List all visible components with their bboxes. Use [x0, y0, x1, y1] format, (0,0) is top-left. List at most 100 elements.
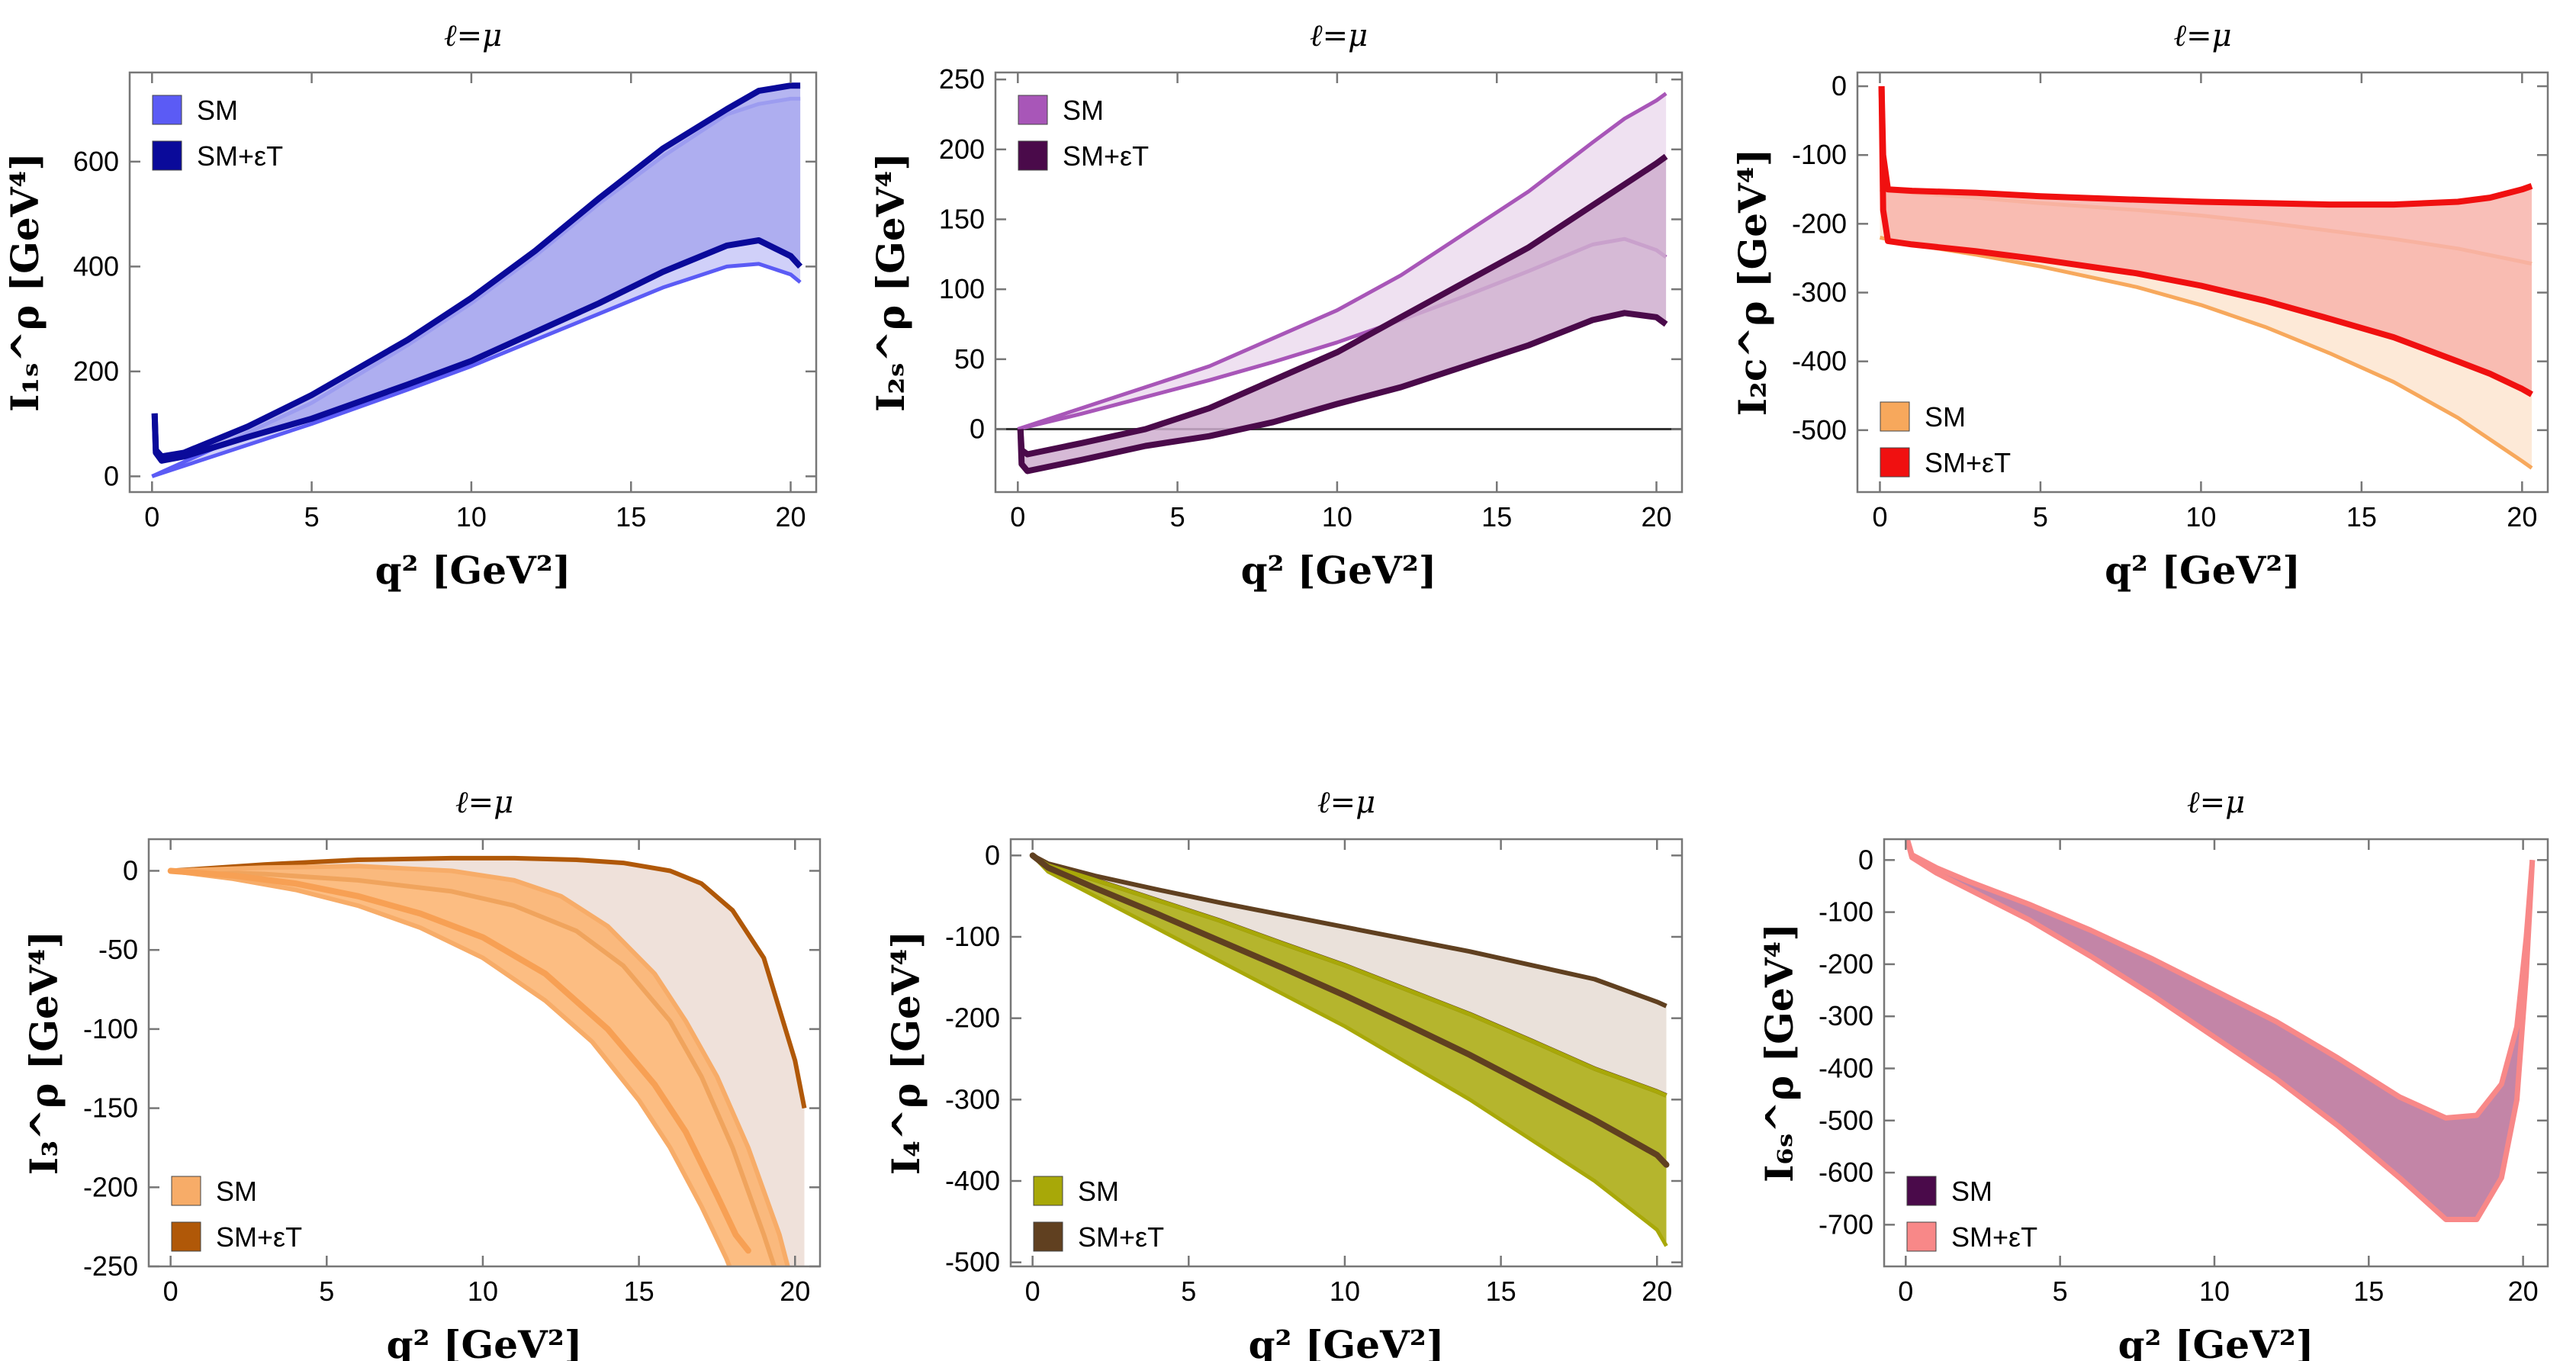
y-tick-label: -200 [83, 1171, 138, 1202]
y-axis-label: I₂c^ρ [GeV⁴] [1730, 149, 1775, 417]
chart-title: ℓ=μ [2187, 785, 2245, 820]
y-tick-label: -150 [83, 1092, 138, 1124]
x-tick-label: 10 [1322, 501, 1352, 532]
y-tick-label: -100 [1819, 896, 1873, 928]
legend-swatch [1880, 401, 1910, 432]
band-sm [1032, 855, 1667, 1247]
series-lower-line [151, 237, 803, 464]
y-tick-label: -100 [1792, 139, 1847, 170]
series-lower-line [151, 262, 802, 478]
y-tick-label: -300 [1819, 1000, 1873, 1031]
y-tick-label: -200 [1792, 208, 1847, 239]
plot-area [995, 92, 1682, 475]
x-axis-label: q² [GeV²] [2105, 548, 2301, 593]
legend-swatch [1018, 140, 1048, 171]
y-tick-label: 0 [970, 413, 985, 445]
y-tick-label: -700 [1819, 1208, 1873, 1240]
y-tick-label: -400 [1819, 1052, 1873, 1083]
plot-area [151, 82, 803, 478]
legend-label: SM+εT [197, 140, 283, 172]
y-tick-label: 50 [954, 343, 985, 375]
x-tick-label: 0 [144, 501, 159, 532]
legend-swatch [1033, 1221, 1063, 1252]
x-tick-label: 15 [624, 1276, 654, 1307]
legend: SM SM+εT [1018, 95, 1149, 172]
chart-title: ℓ=μ [455, 785, 513, 820]
x-tick-label: 10 [2185, 501, 2216, 532]
chart-panel-5: ℓ=μ 0 5 10 15 20 0 -100 -200 -300 -400 -500 q² [GeV²… [883, 785, 1684, 1361]
legend-label: SM [216, 1176, 257, 1207]
x-tick-label: 5 [2033, 501, 2048, 532]
legend-label: SM [1925, 401, 1966, 433]
series-lower-line [1031, 854, 1668, 1247]
y-tick-label: 200 [73, 356, 119, 387]
y-tick-label: -500 [1819, 1105, 1873, 1136]
y-tick-label: -600 [1819, 1157, 1873, 1188]
x-tick-label: 5 [2053, 1276, 2068, 1307]
series-upper-line [151, 82, 801, 460]
x-tick-label: 10 [456, 501, 487, 532]
series-lower-line [1017, 310, 1668, 475]
legend: SM SM+εT [1033, 1176, 1164, 1253]
legend-label: SM [1063, 95, 1104, 126]
chart-title: ℓ=μ [1310, 18, 1368, 53]
y-tick-label: -400 [945, 1165, 1000, 1196]
series-upper-line [1904, 839, 2536, 1121]
x-axis-label: q² [GeV²] [1241, 548, 1437, 593]
x-tick-label: 10 [468, 1276, 498, 1307]
plot-frame [1856, 71, 2549, 494]
x-tick-label: 15 [616, 501, 646, 532]
chart-title: ℓ=μ [1317, 785, 1375, 820]
series-upper-line [170, 864, 790, 1266]
plot-frame [147, 838, 822, 1268]
legend: SM SM+εT [152, 95, 283, 172]
y-tick-label: 0 [123, 854, 138, 886]
legend: SM SM+εT [171, 1176, 302, 1253]
x-tick-label: 10 [2199, 1276, 2230, 1307]
y-tick-label: 100 [939, 273, 985, 304]
plot-frame [1883, 838, 2549, 1268]
legend-label: SM [1078, 1176, 1119, 1207]
series-upper-line [1031, 853, 1667, 1009]
x-tick-label: 10 [1330, 1276, 1360, 1307]
x-tick-label: 5 [1170, 501, 1185, 532]
band-sm [170, 866, 788, 1266]
x-tick-label: 20 [2507, 501, 2537, 532]
legend-swatch [171, 1176, 201, 1206]
y-tick-label: -100 [83, 1013, 138, 1044]
legend-swatch [1033, 1176, 1063, 1206]
y-tick-label: 0 [985, 839, 1000, 870]
legend-label: SM+εT [216, 1221, 302, 1253]
band-smt [1881, 86, 2532, 394]
series-upper-line [1878, 85, 2533, 208]
y-tick-label: -500 [945, 1247, 1000, 1278]
chart-panel-6: ℓ=μ 0 5 10 15 20 0 -100 -200 -300 -400 -500 -600 -700… [1757, 785, 2549, 1361]
y-tick-label: -300 [1792, 277, 1847, 308]
legend-swatch [171, 1221, 201, 1252]
band-smt [1020, 156, 1667, 471]
y-tick-label: 600 [73, 146, 119, 177]
x-tick-label: 20 [775, 501, 806, 532]
series-upper-line [170, 855, 807, 1109]
y-tick-label: -250 [83, 1250, 138, 1282]
x-tick-label: 5 [304, 501, 320, 532]
x-tick-label: 15 [2346, 501, 2377, 532]
y-tick-label: -200 [1819, 948, 1873, 980]
x-tick-label: 0 [1010, 501, 1025, 532]
center-line [167, 867, 751, 1254]
y-tick-label: -300 [945, 1083, 1000, 1115]
series-upper-line [1017, 92, 1667, 431]
legend: SM SM+εT [1880, 401, 2011, 478]
y-axis-label: I₂ₛ^ρ [GeV⁴] [868, 153, 913, 412]
x-axis-label: q² [GeV²] [375, 548, 571, 593]
y-tick-label: -50 [98, 934, 138, 965]
y-axis-label: I₄^ρ [GeV⁴] [883, 931, 928, 1175]
y-tick-label: 200 [939, 134, 985, 165]
plot-frame [994, 71, 1684, 494]
band-smt [154, 85, 801, 461]
x-tick-label: 20 [2508, 1276, 2539, 1307]
band-smt [170, 857, 805, 1266]
